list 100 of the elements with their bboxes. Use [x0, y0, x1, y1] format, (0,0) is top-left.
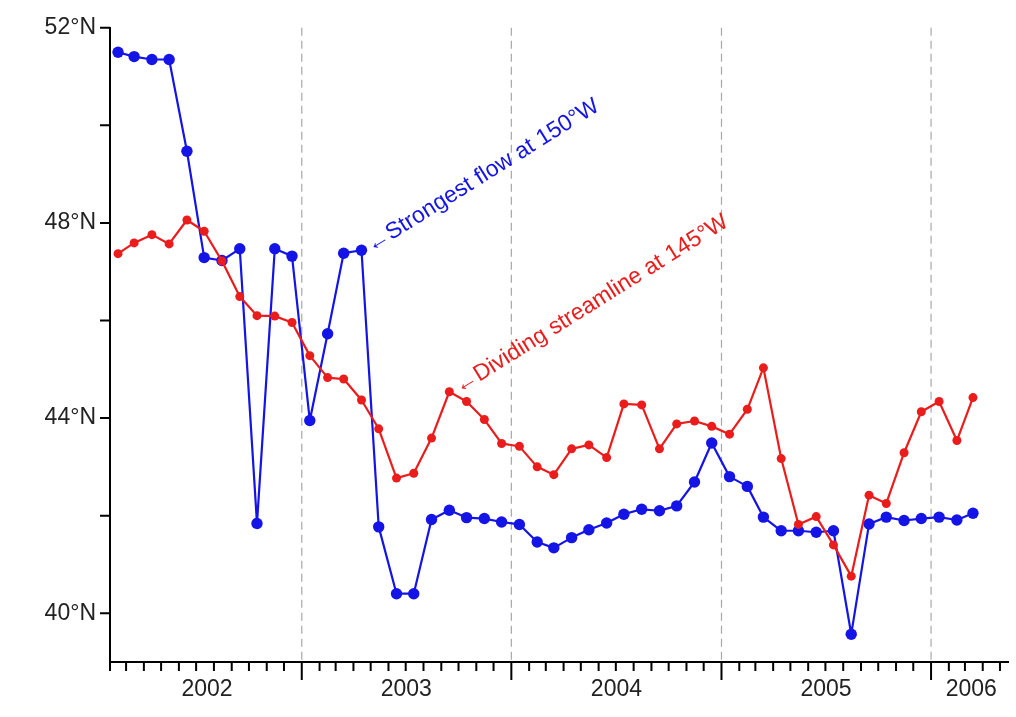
point [881, 498, 891, 508]
point [548, 542, 560, 554]
point [758, 363, 768, 373]
point [723, 470, 736, 483]
point [163, 53, 175, 66]
point [827, 525, 840, 537]
point [427, 433, 437, 443]
point [845, 628, 857, 640]
point [793, 519, 803, 529]
point [863, 518, 875, 530]
point [672, 419, 682, 429]
point [286, 250, 298, 262]
point [742, 404, 752, 414]
x-tick-label: 2004 [590, 675, 643, 702]
point [690, 416, 699, 426]
point [356, 395, 366, 405]
point [479, 415, 489, 425]
point [688, 476, 701, 488]
x-tick-label: 2006 [945, 675, 997, 702]
point [880, 511, 892, 523]
y-tick-label: 44°N [44, 403, 96, 430]
point [390, 588, 403, 600]
point [706, 437, 718, 449]
point [513, 518, 526, 531]
point [602, 453, 612, 463]
y-tick-label: 52°N [44, 13, 96, 40]
point [252, 311, 262, 321]
point [146, 53, 158, 66]
point [443, 504, 456, 516]
point [269, 243, 281, 255]
point [425, 513, 438, 526]
point [811, 512, 821, 522]
point [323, 373, 333, 383]
point [967, 507, 979, 519]
point [304, 414, 316, 427]
point [462, 396, 472, 406]
x-tick-label: 2003 [380, 675, 432, 702]
point [653, 505, 666, 517]
point [337, 247, 350, 259]
y-tick-label: 48°N [44, 208, 96, 235]
point [181, 145, 193, 157]
point [531, 536, 543, 548]
point [828, 540, 838, 550]
point [757, 511, 770, 523]
point [549, 470, 559, 480]
point [182, 215, 192, 225]
point [934, 396, 944, 406]
point [898, 514, 910, 527]
point [671, 500, 683, 512]
point [444, 387, 454, 397]
point [584, 440, 594, 450]
point [933, 511, 945, 523]
point [270, 311, 280, 321]
point [707, 421, 717, 431]
point [635, 503, 648, 515]
point [113, 249, 123, 259]
point [374, 424, 384, 434]
point [234, 243, 246, 255]
point [373, 521, 385, 533]
point [199, 226, 209, 236]
point [810, 526, 822, 538]
point [355, 244, 368, 256]
point [600, 517, 613, 529]
point [725, 429, 735, 439]
point [637, 400, 647, 410]
point [235, 292, 245, 302]
point [741, 480, 754, 493]
x-tick-label: 2002 [181, 675, 233, 702]
point [514, 441, 524, 451]
point [460, 511, 473, 524]
point [408, 588, 420, 600]
point [618, 508, 630, 520]
point [864, 490, 874, 500]
point [164, 239, 174, 249]
point [565, 531, 578, 544]
point [198, 251, 210, 264]
point [305, 351, 315, 361]
point [532, 462, 542, 472]
point [619, 399, 629, 409]
point [968, 393, 978, 403]
point [392, 473, 402, 483]
point [952, 436, 962, 446]
point [497, 438, 507, 448]
point [915, 512, 927, 525]
point [478, 512, 491, 525]
point [112, 46, 124, 58]
point [846, 571, 856, 581]
point [339, 374, 349, 384]
point [147, 230, 157, 240]
point [409, 468, 419, 478]
point [251, 517, 263, 530]
point [128, 50, 140, 63]
point [129, 238, 139, 248]
point [321, 327, 334, 340]
y-tick-label: 40°N [44, 598, 96, 625]
x-tick-label: 2005 [800, 675, 852, 702]
point [583, 524, 595, 536]
point [654, 444, 664, 454]
point [495, 516, 508, 528]
point [916, 407, 926, 417]
